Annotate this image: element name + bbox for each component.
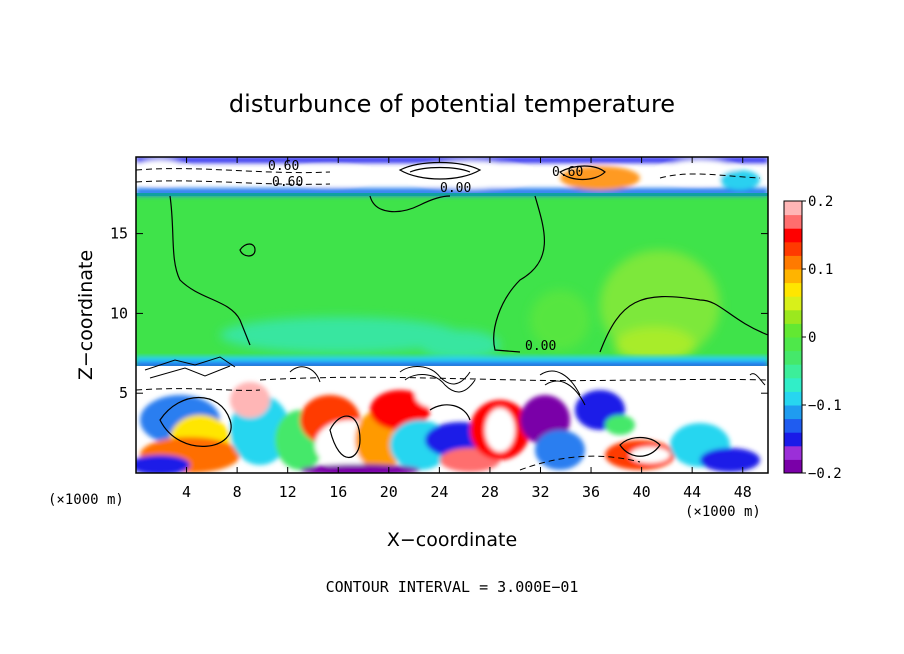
- plot-frame: [135, 156, 769, 474]
- colorbar-swatch: [784, 337, 802, 352]
- x-tick-label: 8: [233, 483, 242, 501]
- contour-label: 0.00: [440, 181, 471, 196]
- colorbar-swatch: [784, 350, 802, 365]
- x-tick-label: 32: [531, 483, 549, 501]
- y-axis-ticks: 5 10 15: [110, 225, 768, 402]
- colorbar-swatch: [784, 241, 802, 256]
- colorbar-swatch: [784, 228, 802, 243]
- contour-label: 0.60: [268, 159, 299, 174]
- colorbar-swatch: [784, 323, 802, 338]
- colorbar-tick-label: −0.2: [808, 466, 842, 482]
- x-tick-label: 48: [734, 483, 752, 501]
- colorbar-swatch: [784, 309, 802, 324]
- x-tick-label: 44: [683, 483, 701, 501]
- heatmap-field: [136, 157, 768, 473]
- y-tick-label: 5: [119, 384, 128, 402]
- colorbar-swatch: [784, 296, 802, 311]
- colorbar-tick-label: 0.2: [808, 194, 833, 210]
- colorbar-swatch: [784, 201, 802, 216]
- x-unit-right: (×1000 m): [685, 504, 761, 520]
- colorbar-ticks: 0.2 0.1 0 −0.1 −0.2: [802, 194, 842, 482]
- colorbar-swatch: [784, 418, 802, 433]
- colorbar-swatch: [784, 405, 802, 420]
- colorbar: [784, 201, 802, 474]
- x-tick-label: 12: [279, 483, 297, 501]
- colorbar-swatch: [784, 459, 802, 474]
- x-tick-label: 4: [182, 483, 191, 501]
- contour-label: 0.00: [525, 339, 556, 354]
- colorbar-swatch: [784, 269, 802, 284]
- x-tick-label: 40: [633, 483, 651, 501]
- contour-label: 0.60: [552, 165, 583, 180]
- y-tick-label: 10: [110, 304, 128, 322]
- contour-label-group: 0.60 0.00 0.60 0.00 0.60: [268, 159, 583, 354]
- colorbar-tick-label: −0.1: [808, 398, 842, 414]
- y-tick-label: 15: [110, 225, 128, 243]
- colorbar-swatch: [784, 445, 802, 460]
- chart-title: disturbunce of potential temperature: [229, 90, 675, 118]
- contour-interval-note: CONTOUR INTERVAL = 3.000E−01: [326, 578, 579, 596]
- colorbar-tick-label: 0: [808, 330, 816, 346]
- y-axis-label: Z−coordinate: [75, 250, 97, 380]
- colorbar-swatch: [784, 255, 802, 270]
- colorbar-swatch: [784, 364, 802, 379]
- x-axis-label: X−coordinate: [387, 529, 517, 551]
- colorbar-swatch: [784, 214, 802, 229]
- x-tick-label: 20: [380, 483, 398, 501]
- colorbar-tick-label: 0.1: [808, 262, 833, 278]
- colorbar-swatch: [784, 282, 802, 297]
- colorbar-swatch: [784, 391, 802, 406]
- colorbar-swatch: [784, 377, 802, 392]
- x-tick-label: 28: [481, 483, 499, 501]
- x-tick-label: 24: [430, 483, 448, 501]
- x-unit-left: (×1000 m): [48, 492, 124, 508]
- colorbar-swatch: [784, 432, 802, 447]
- x-tick-label: 16: [329, 483, 347, 501]
- x-tick-label: 36: [582, 483, 600, 501]
- x-axis-ticks: 4 8 12 16 20 24 28 32 36 40 44 48: [182, 157, 752, 501]
- contour-label: 0.60: [272, 175, 303, 190]
